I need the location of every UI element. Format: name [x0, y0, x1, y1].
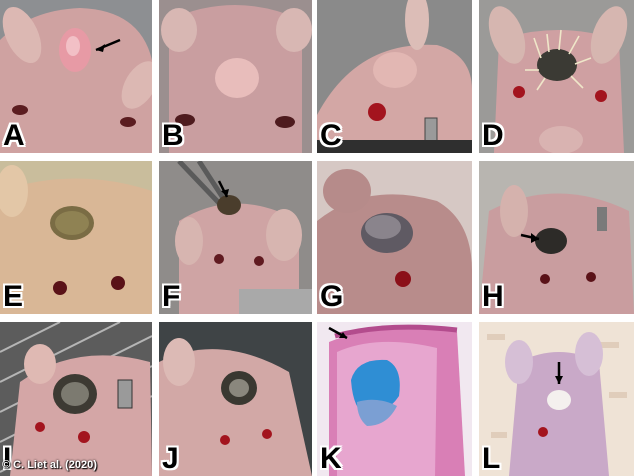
panel-l-label: L	[482, 442, 501, 475]
panel-b-label: B	[162, 119, 184, 152]
panel-h: H	[479, 161, 634, 314]
panel-k-image	[317, 322, 472, 476]
panel-c-label: C	[320, 119, 342, 152]
panel-a-label: A	[3, 119, 25, 152]
panel-i-image	[0, 322, 152, 476]
panel-b-image	[159, 0, 312, 153]
panel-j: J	[159, 322, 312, 476]
panel-c-image	[317, 0, 472, 153]
panel-a-image	[0, 0, 152, 153]
panel-g: G	[317, 161, 472, 314]
panel-i: I	[0, 322, 152, 476]
panel-l: L	[479, 322, 634, 476]
panel-j-image	[159, 322, 312, 476]
panel-f-label: F	[162, 280, 181, 313]
panel-b: B	[159, 0, 312, 153]
panel-g-image	[317, 161, 472, 314]
panel-f-image	[159, 161, 312, 314]
panel-e: E	[0, 161, 152, 314]
panel-i-label: I	[3, 442, 12, 475]
panel-d-label: D	[482, 119, 504, 152]
panel-h-image	[479, 161, 634, 314]
panel-c: C	[317, 0, 472, 153]
panel-a: A	[0, 0, 152, 153]
credit-caption: © C. Liet al. (2020)	[2, 459, 97, 471]
panel-d: D	[479, 0, 634, 153]
panel-d-image	[479, 0, 634, 153]
panel-k: K	[317, 322, 472, 476]
panel-j-label: J	[162, 442, 179, 475]
panel-k-label: K	[320, 442, 342, 475]
panel-h-label: H	[482, 280, 504, 313]
panel-e-label: E	[3, 280, 24, 313]
panel-g-label: G	[320, 280, 344, 313]
panel-l-image	[479, 322, 634, 476]
panel-f: F	[159, 161, 312, 314]
panel-e-image	[0, 161, 152, 314]
